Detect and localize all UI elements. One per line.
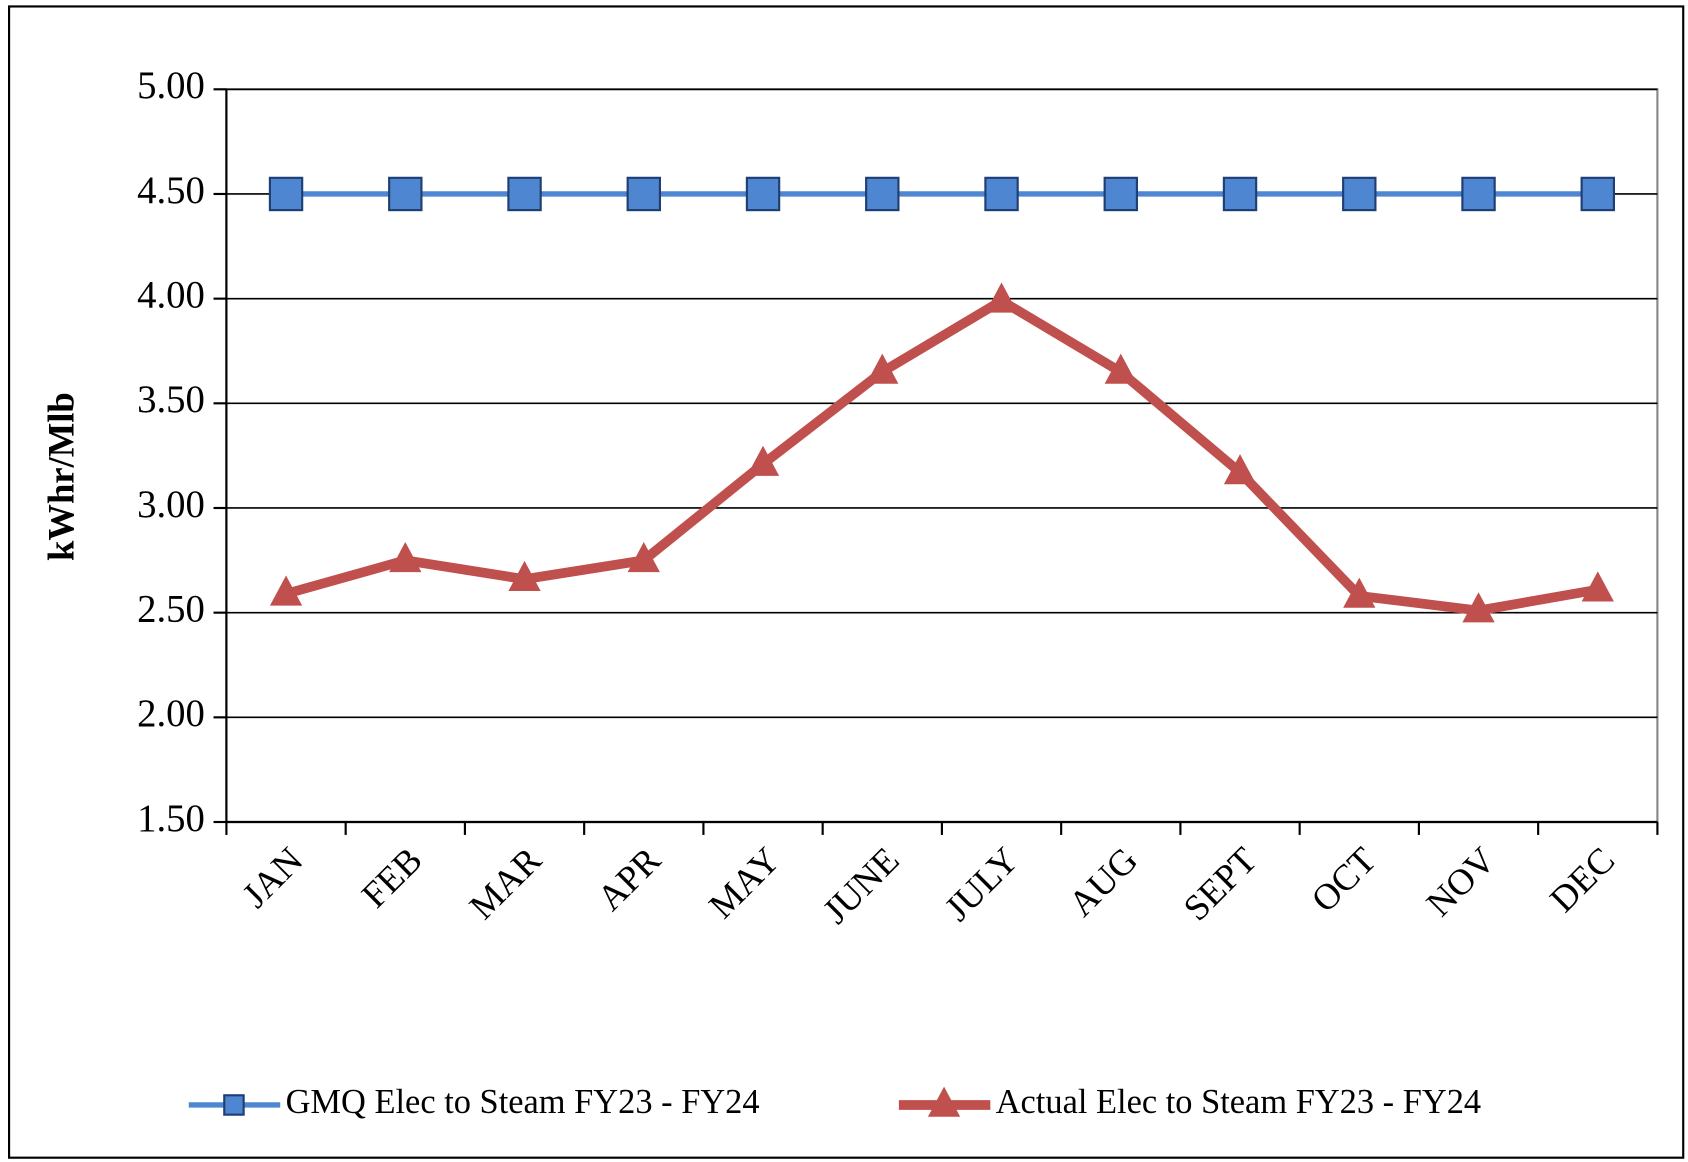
data-point — [1580, 176, 1615, 212]
data-point — [507, 176, 542, 212]
data-point — [269, 575, 303, 606]
y-tick-label: 3.50 — [137, 378, 205, 421]
y-axis-label: kWhr/Mlb — [40, 392, 81, 561]
y-tick-label: 2.00 — [137, 692, 205, 735]
data-point — [1462, 592, 1495, 623]
data-point — [1343, 577, 1376, 608]
data-point — [1342, 176, 1377, 212]
data-point — [1581, 571, 1614, 602]
data-point — [627, 542, 660, 573]
y-tick-label: 3.00 — [137, 483, 205, 526]
data-point — [1103, 176, 1138, 212]
data-point — [1222, 176, 1258, 212]
legend-label: Actual Elec to Steam FY23 - FY24 — [996, 1083, 1481, 1121]
data-point — [866, 353, 899, 384]
data-point — [1461, 176, 1496, 212]
y-tick-label: 4.00 — [137, 274, 205, 317]
legend-label: GMQ Elec to Steam FY23 - FY24 — [286, 1083, 760, 1121]
legend-marker — [223, 1094, 245, 1116]
data-point — [1104, 353, 1137, 384]
data-point — [984, 176, 1019, 212]
data-point — [985, 282, 1018, 313]
data-point — [746, 445, 780, 476]
legend-marker — [927, 1086, 961, 1117]
y-tick-label: 5.00 — [137, 64, 205, 107]
series-line — [284, 295, 1599, 616]
data-point — [865, 176, 900, 212]
y-tick-label: 1.50 — [137, 797, 205, 840]
data-point — [626, 176, 662, 212]
y-tick-label: 4.50 — [137, 169, 205, 212]
data-point — [508, 560, 541, 592]
chart-border — [8, 5, 1685, 1159]
y-tick-label: 2.50 — [137, 588, 205, 631]
data-point — [389, 542, 422, 573]
data-point — [1223, 454, 1257, 485]
data-point — [268, 176, 304, 212]
data-point — [388, 176, 423, 212]
data-point — [745, 176, 781, 212]
